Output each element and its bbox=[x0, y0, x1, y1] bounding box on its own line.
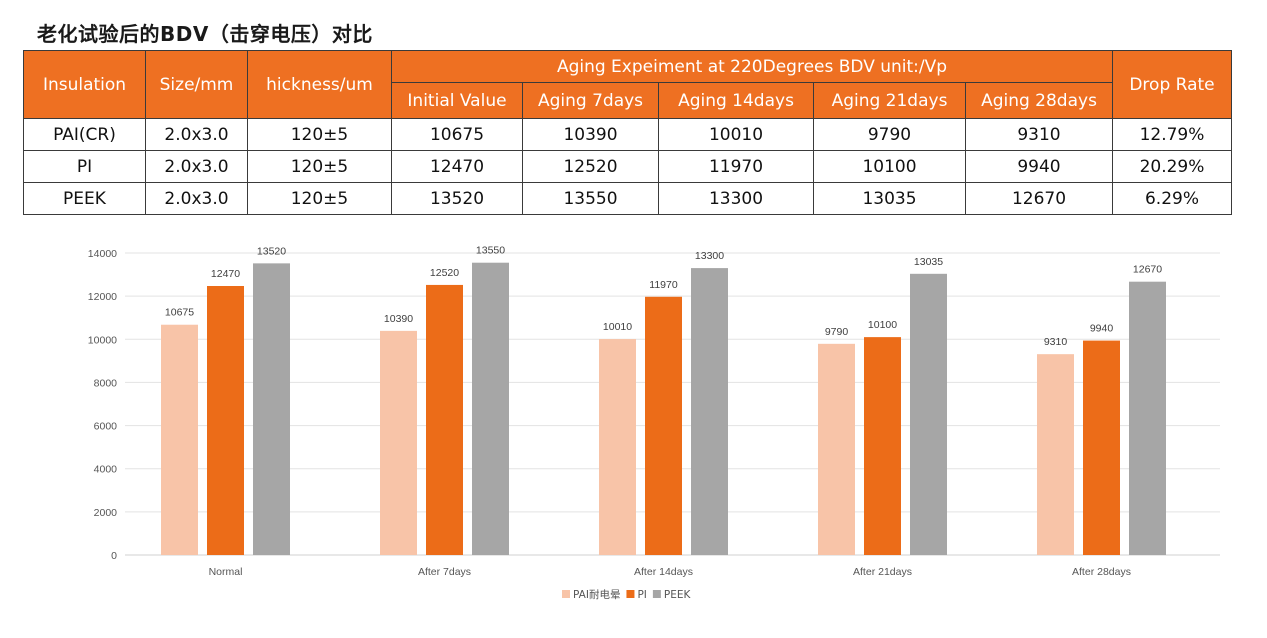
bar bbox=[864, 337, 901, 555]
bar bbox=[1129, 281, 1166, 555]
data-label: 11970 bbox=[649, 279, 678, 291]
bar bbox=[426, 284, 463, 555]
table-row: PAI(CR) 2.0x3.0 120±5 10675 10390 10010 … bbox=[23, 118, 1232, 151]
x-tick-label: After 28days bbox=[1072, 566, 1131, 578]
header-aging-28days: Aging 28days bbox=[965, 82, 1113, 119]
bar bbox=[253, 263, 290, 555]
cell-value: 13035 bbox=[813, 182, 966, 215]
y-tick-label: 10000 bbox=[88, 334, 117, 346]
bar bbox=[380, 330, 417, 555]
x-tick-label: After 21days bbox=[853, 566, 912, 578]
y-tick-label: 4000 bbox=[94, 464, 118, 476]
y-tick-label: 8000 bbox=[94, 377, 118, 389]
cell-value: 13520 bbox=[391, 182, 523, 215]
bar bbox=[599, 339, 636, 555]
y-tick-label: 12000 bbox=[88, 291, 117, 303]
cell-value: 11970 bbox=[658, 150, 814, 183]
y-tick-label: 6000 bbox=[94, 421, 118, 433]
bdv-bar-chart: 0 2000 4000 6000 8000 10000 12000 14000 10675 124… bbox=[88, 245, 1220, 601]
bar bbox=[161, 324, 198, 555]
cell-value: 13300 bbox=[658, 182, 814, 215]
bar bbox=[207, 286, 244, 555]
cell-insulation: PEEK bbox=[23, 182, 146, 215]
cell-value: 12670 bbox=[965, 182, 1113, 215]
legend-label: PAI耐电晕 bbox=[573, 588, 620, 601]
data-label: 13520 bbox=[257, 245, 286, 257]
legend-label: PEEK bbox=[664, 589, 692, 601]
data-label: 12470 bbox=[211, 268, 240, 280]
cell-value: 9310 bbox=[965, 118, 1113, 151]
header-aging-14days: Aging 14days bbox=[658, 82, 814, 119]
table-row: PI 2.0x3.0 120±5 12470 12520 11970 10100… bbox=[23, 150, 1232, 183]
cell-thickness: 120±5 bbox=[247, 182, 392, 215]
cell-insulation: PAI(CR) bbox=[23, 118, 146, 151]
bar bbox=[910, 273, 947, 555]
cell-value: 12520 bbox=[522, 150, 659, 183]
cell-insulation: PI bbox=[23, 150, 146, 183]
cell-value: 10675 bbox=[391, 118, 523, 151]
x-tick-label: Normal bbox=[209, 566, 243, 578]
cell-value: 10100 bbox=[813, 150, 966, 183]
data-label: 13550 bbox=[476, 245, 505, 257]
header-insulation: Insulation bbox=[23, 50, 146, 119]
data-label: 13035 bbox=[914, 256, 943, 268]
data-label: 13300 bbox=[695, 250, 724, 262]
bar bbox=[472, 262, 509, 555]
y-tick-label: 14000 bbox=[88, 248, 117, 260]
bdv-table: Insulation Size/mm hickness/um Aging Exp… bbox=[23, 50, 1232, 215]
cell-thickness: 120±5 bbox=[247, 150, 392, 183]
data-label: 12520 bbox=[430, 267, 459, 279]
bar bbox=[691, 268, 728, 555]
bar bbox=[1037, 354, 1074, 555]
cell-value: 9940 bbox=[965, 150, 1113, 183]
legend-swatch bbox=[652, 590, 661, 598]
data-label: 10010 bbox=[603, 321, 632, 333]
data-label: 9310 bbox=[1044, 336, 1068, 348]
x-tick-label: After 7days bbox=[418, 566, 471, 578]
cell-drop-rate: 20.29% bbox=[1112, 150, 1232, 183]
cell-value: 13550 bbox=[522, 182, 659, 215]
bar bbox=[818, 343, 855, 555]
data-label: 9940 bbox=[1090, 323, 1114, 335]
y-tick-label: 2000 bbox=[94, 507, 118, 519]
cell-value: 10010 bbox=[658, 118, 814, 151]
data-label: 10390 bbox=[384, 313, 413, 325]
data-label: 10100 bbox=[868, 319, 897, 331]
x-tick-label: After 14days bbox=[634, 566, 693, 578]
header-aging-7days: Aging 7days bbox=[522, 82, 659, 119]
cell-size: 2.0x3.0 bbox=[145, 150, 248, 183]
bar bbox=[645, 296, 682, 555]
table-row: PEEK 2.0x3.0 120±5 13520 13550 13300 130… bbox=[23, 182, 1232, 215]
data-label: 10675 bbox=[165, 307, 194, 319]
cell-thickness: 120±5 bbox=[247, 118, 392, 151]
cell-size: 2.0x3.0 bbox=[145, 182, 248, 215]
cell-drop-rate: 6.29% bbox=[1112, 182, 1232, 215]
bar bbox=[1083, 340, 1120, 555]
legend-swatch bbox=[562, 590, 570, 598]
page-title: 老化试验后的BDV（击穿电压）对比 bbox=[37, 22, 373, 46]
legend-label: PI bbox=[637, 589, 646, 601]
cell-drop-rate: 12.79% bbox=[1112, 118, 1232, 151]
legend-swatch bbox=[626, 590, 635, 598]
cell-size: 2.0x3.0 bbox=[145, 118, 248, 151]
header-initial-value: Initial Value bbox=[391, 82, 523, 119]
header-aging-21days: Aging 21days bbox=[813, 82, 966, 119]
y-tick-label: 0 bbox=[111, 550, 117, 562]
cell-value: 12470 bbox=[391, 150, 523, 183]
cell-value: 10390 bbox=[522, 118, 659, 151]
cell-value: 9790 bbox=[813, 118, 966, 151]
data-label: 12670 bbox=[1133, 264, 1162, 276]
header-aging-group: Aging Expeiment at 220Degrees BDV unit:/… bbox=[391, 50, 1113, 83]
header-thickness: hickness/um bbox=[247, 50, 392, 119]
header-drop-rate: Drop Rate bbox=[1112, 50, 1232, 119]
data-label: 9790 bbox=[825, 326, 849, 338]
header-size: Size/mm bbox=[145, 50, 248, 119]
